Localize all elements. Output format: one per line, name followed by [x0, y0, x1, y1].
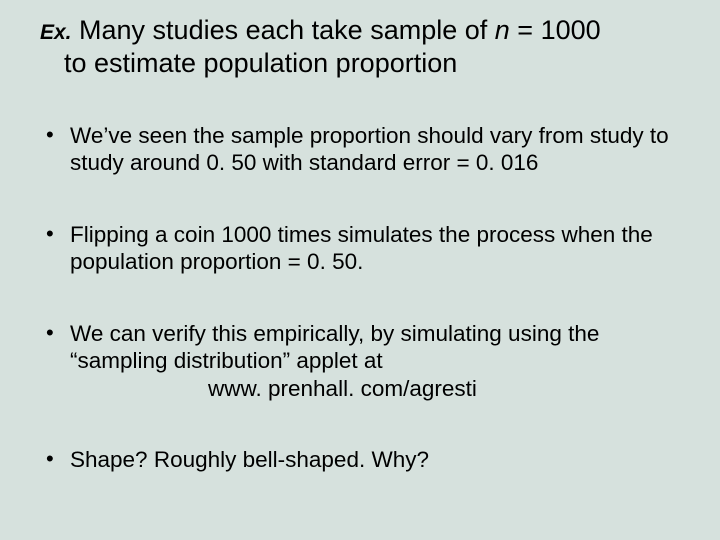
slide-title: Ex. Many studies each take sample of n =… [24, 14, 692, 80]
bullet-text: Shape? Roughly bell-shaped. Why? [70, 447, 429, 472]
list-item: Shape? Roughly bell-shaped. Why? [46, 446, 692, 473]
title-part2: = 1000 [510, 15, 601, 45]
example-label: Ex. [40, 21, 72, 44]
list-item: We’ve seen the sample proportion should … [46, 122, 692, 177]
bullet-indent-line: www. prenhall. com/agresti [70, 375, 692, 402]
bullet-text: We can verify this empirically, by simul… [70, 321, 599, 373]
title-n-var: n [495, 15, 510, 45]
list-item: Flipping a coin 1000 times simulates the… [46, 221, 692, 276]
title-line2: to estimate population proportion [42, 47, 692, 80]
bullet-text: Flipping a coin 1000 times simulates the… [70, 222, 653, 274]
list-item: We can verify this empirically, by simul… [46, 320, 692, 402]
bullet-text: We’ve seen the sample proportion should … [70, 123, 669, 175]
bullet-list: We’ve seen the sample proportion should … [24, 122, 692, 474]
title-part1: Many studies each take sample of [72, 15, 495, 45]
